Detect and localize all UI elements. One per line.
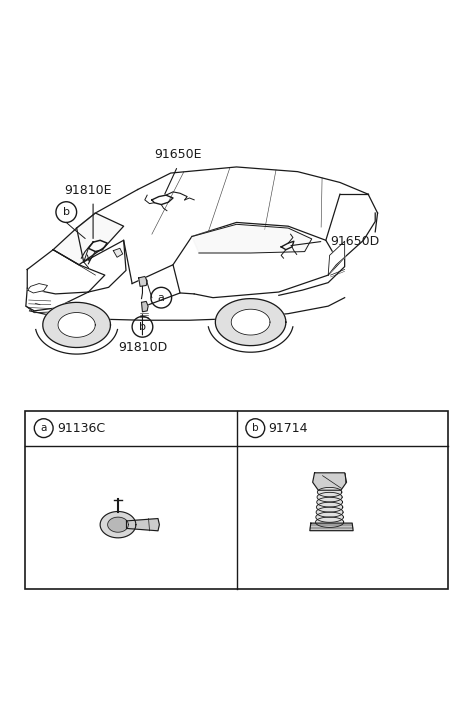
Polygon shape — [108, 517, 128, 532]
Polygon shape — [139, 276, 147, 286]
Polygon shape — [126, 518, 159, 531]
Text: 91650E: 91650E — [154, 148, 201, 161]
Text: 91714: 91714 — [269, 422, 308, 435]
Text: 91810D: 91810D — [118, 341, 167, 354]
Text: 91650D: 91650D — [331, 235, 380, 248]
Polygon shape — [313, 473, 347, 490]
Text: b: b — [252, 423, 259, 433]
Text: a: a — [41, 423, 47, 433]
Polygon shape — [100, 512, 136, 538]
Polygon shape — [141, 302, 148, 312]
Polygon shape — [315, 517, 344, 527]
Polygon shape — [317, 497, 342, 507]
Polygon shape — [114, 249, 123, 257]
Bar — [25, 411, 448, 589]
Polygon shape — [328, 241, 345, 275]
Text: b: b — [63, 207, 70, 217]
Text: 91136C: 91136C — [57, 422, 105, 435]
Polygon shape — [43, 302, 111, 348]
Polygon shape — [231, 309, 270, 335]
Polygon shape — [316, 512, 343, 522]
Text: a: a — [158, 293, 165, 302]
Polygon shape — [317, 492, 342, 502]
Polygon shape — [28, 284, 47, 293]
Polygon shape — [316, 507, 343, 517]
Text: b: b — [139, 322, 146, 332]
Polygon shape — [192, 225, 312, 253]
Polygon shape — [53, 213, 123, 265]
Polygon shape — [317, 487, 342, 497]
Polygon shape — [310, 523, 353, 531]
Polygon shape — [58, 313, 95, 337]
Polygon shape — [316, 502, 343, 512]
Polygon shape — [215, 299, 286, 345]
Text: 91810E: 91810E — [65, 184, 112, 196]
